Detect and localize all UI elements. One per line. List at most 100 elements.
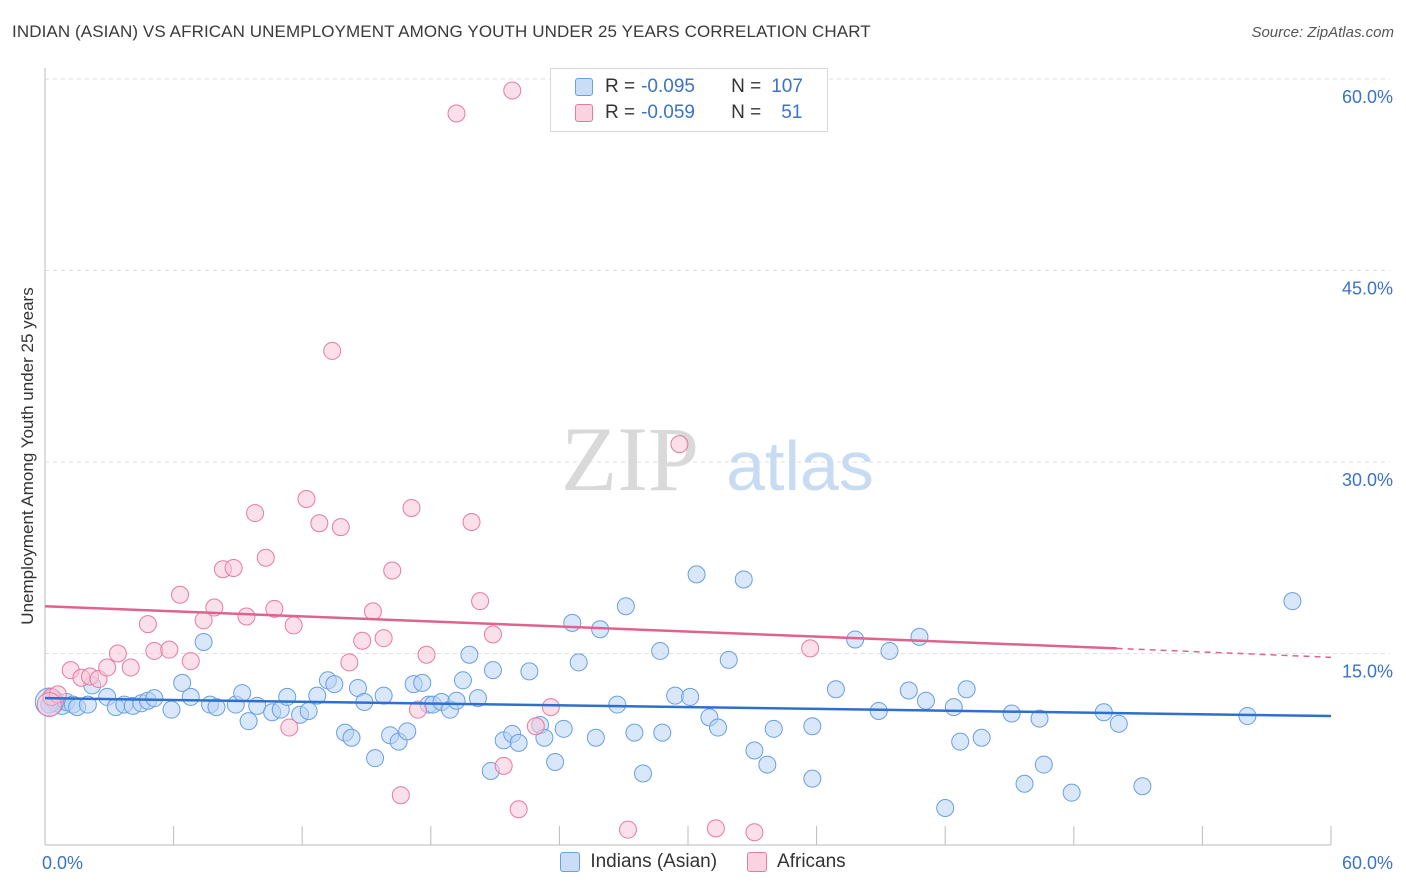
data-point-africans [383,561,402,580]
data-point-indians [413,673,432,692]
data-point-indians [910,627,929,646]
data-point-indians [1133,777,1152,796]
data-point-indians [78,695,97,714]
data-point-africans [353,631,372,650]
data-point-africans [526,717,545,736]
data-point-indians [719,650,738,669]
data-point-indians [447,691,466,710]
series-indians-points [34,565,1302,817]
trend-line-africans-extension [1116,647,1332,659]
data-point-africans [618,820,637,839]
series-legend: Indians (Asian) Africans [0,851,1406,873]
y-tick-label: 30.0% [1342,470,1393,490]
data-point-indians [162,700,181,719]
data-point-indians [653,723,672,742]
chart-title: INDIAN (ASIAN) VS AFRICAN UNEMPLOYMENT A… [12,22,871,41]
x-tick-label: 0.0% [42,853,83,873]
data-point-indians [509,733,528,752]
grid-lines [45,78,1390,654]
data-point-indians [758,755,777,774]
data-point-africans [706,819,725,838]
data-point-africans [509,800,528,819]
data-point-indians [569,653,588,672]
data-point-indians [342,728,361,747]
data-point-indians [709,718,728,737]
legend-n-label: N = [731,102,762,123]
legend-n-value: 51 [781,102,803,123]
tick-labels: 15.0% 30.0% 45.0% 60.0% 0.0% 60.0% [42,87,1393,873]
source-label: Source: ZipAtlas.com [1251,24,1394,41]
data-point-africans [280,718,299,737]
data-point-africans [503,81,522,100]
series-africans-points [36,81,820,842]
data-point-indians [468,689,487,708]
legend-swatch-africans [747,852,768,872]
data-point-africans [108,644,127,663]
data-point-africans [462,513,481,532]
data-point-indians [181,687,200,706]
correlation-legend: R = -0.095 N = 107 R = -0.059 N = 51 [550,68,828,132]
data-point-indians [398,722,417,741]
y-axis-label: Unemployment Among Youth under 25 years [18,287,37,625]
data-point-indians [944,698,963,717]
legend-n-label: N = [731,76,762,97]
legend-item-africans[interactable]: Africans [747,851,846,873]
data-point-africans [224,558,243,577]
data-point-africans [171,585,190,604]
data-point-indians [899,681,918,700]
data-point-africans [340,653,359,672]
y-tick-label: 15.0% [1342,662,1393,682]
watermark-zip: ZIP [561,408,699,510]
legend-r-value: -0.095 [641,76,695,97]
data-point-africans [494,756,513,775]
data-point-indians [554,719,573,738]
data-point-africans [297,490,316,509]
trend-line-indians [44,696,1332,718]
data-point-africans [471,592,490,611]
data-point-indians [951,732,970,751]
data-point-africans [331,518,350,537]
data-point-africans [374,629,393,648]
legend-label-africans: Africans [777,851,846,872]
data-point-africans [256,548,275,567]
data-point-africans [160,640,179,659]
data-point-africans [284,616,303,635]
data-point-indians [1030,709,1049,728]
axes [44,68,1332,846]
data-point-indians [734,570,753,589]
data-point-africans [670,435,689,454]
data-point-indians [957,680,976,699]
data-point-indians [308,686,327,705]
data-point-africans [363,602,382,621]
data-point-indians [453,671,472,690]
data-point-indians [826,680,845,699]
data-point-africans [310,514,329,533]
data-point-indians [233,684,252,703]
data-point-indians [173,673,192,692]
legend-swatch-indians [575,78,593,96]
data-point-indians [666,686,685,705]
data-point-africans [121,658,140,677]
data-point-indians [520,662,539,681]
data-point-indians [207,698,226,717]
data-point-indians [880,641,899,660]
legend-swatch-africans [575,104,593,122]
data-point-indians [625,723,644,742]
data-point-africans [745,823,764,842]
data-point-indians [325,675,344,694]
data-point-indians [1002,704,1021,723]
data-point-africans [447,104,466,123]
legend-r-label: R = [605,102,636,123]
data-point-indians [145,689,164,708]
data-point-indians [194,633,213,652]
data-point-africans [237,607,256,626]
data-point-africans [265,599,284,618]
data-point-indians [745,741,764,760]
watermark: ZIP atlas [561,408,874,510]
legend-label-indians: Indians (Asian) [590,851,718,872]
legend-item-indians[interactable]: Indians (Asian) [560,851,717,873]
data-point-indians [803,717,822,736]
data-point-indians [299,701,318,720]
data-point-indians [546,753,565,772]
